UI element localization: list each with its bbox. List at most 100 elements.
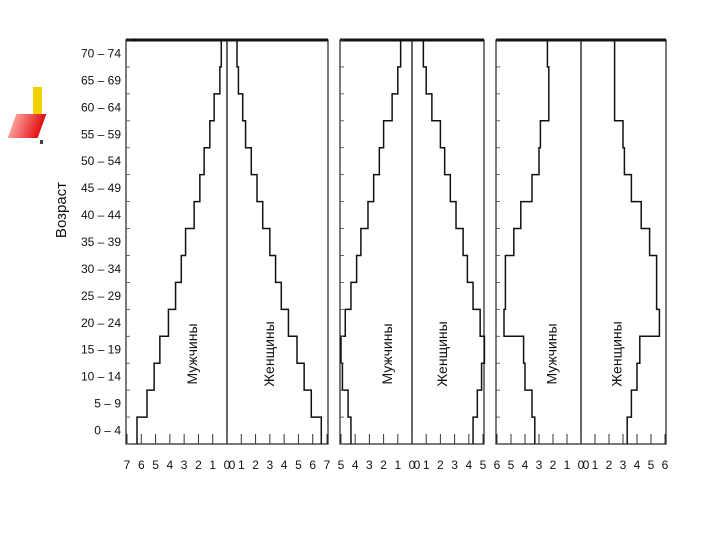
bar-male bbox=[368, 202, 412, 229]
x-tick-label: 2 bbox=[437, 458, 444, 472]
bar-female bbox=[581, 67, 615, 94]
bar-female bbox=[412, 40, 423, 67]
bar-female bbox=[581, 282, 657, 309]
bar-female bbox=[412, 390, 477, 417]
bar-female bbox=[227, 255, 276, 282]
bar-male bbox=[532, 390, 581, 417]
x-tick-label: 5 bbox=[152, 458, 159, 472]
bar-female bbox=[227, 121, 246, 148]
x-tick-label: 0 bbox=[224, 458, 231, 472]
bar-male bbox=[505, 282, 581, 309]
series-outline-female bbox=[613, 40, 661, 444]
x-tick-label: 2 bbox=[195, 458, 202, 472]
x-tick-label: 3 bbox=[536, 458, 543, 472]
bar-male bbox=[348, 390, 412, 417]
age-group-label: 35 – 39 bbox=[81, 235, 121, 249]
x-tick-label: 2 bbox=[606, 458, 613, 472]
bar-male bbox=[200, 175, 227, 202]
bar-female bbox=[581, 94, 615, 121]
bar-male bbox=[532, 175, 581, 202]
bar-male bbox=[210, 121, 227, 148]
bar-male bbox=[176, 282, 227, 309]
age-group-label: 5 – 9 bbox=[94, 397, 121, 411]
x-tick-label: 4 bbox=[352, 458, 359, 472]
bar-male bbox=[392, 94, 412, 121]
bar-male bbox=[540, 121, 581, 148]
x-tick-label: 0 bbox=[414, 458, 421, 472]
age-group-label: 0 – 4 bbox=[94, 424, 121, 438]
bar-female bbox=[227, 67, 238, 94]
x-tick-label: 3 bbox=[451, 458, 458, 472]
bar-male bbox=[547, 40, 581, 67]
x-tick-label: 7 bbox=[124, 458, 131, 472]
series-label-male: Мужчины bbox=[379, 323, 395, 384]
x-tick-label: 2 bbox=[252, 458, 259, 472]
bar-male bbox=[147, 390, 227, 417]
x-tick-label: 4 bbox=[167, 458, 174, 472]
bar-female bbox=[227, 282, 281, 309]
age-group-label: 10 – 14 bbox=[81, 370, 121, 384]
bar-male bbox=[186, 229, 227, 256]
series-label-female: Женщины bbox=[434, 321, 450, 386]
bar-male bbox=[535, 417, 581, 444]
age-group-label: 55 – 59 bbox=[81, 127, 121, 141]
x-tick-label: 2 bbox=[550, 458, 557, 472]
age-group-label: 45 – 49 bbox=[81, 181, 121, 195]
bar-female bbox=[581, 390, 631, 417]
x-tick-label: 4 bbox=[465, 458, 472, 472]
bar-female bbox=[581, 148, 624, 175]
x-tick-label: 5 bbox=[338, 458, 345, 472]
x-tick-label: 5 bbox=[480, 458, 487, 472]
bar-female bbox=[581, 229, 650, 256]
x-tick-label: 2 bbox=[380, 458, 387, 472]
x-tick-label: 3 bbox=[620, 458, 627, 472]
x-tick-label: 3 bbox=[366, 458, 373, 472]
age-group-label: 20 – 24 bbox=[81, 316, 121, 330]
bar-male bbox=[505, 255, 581, 282]
x-tick-label: 6 bbox=[309, 458, 316, 472]
bar-male bbox=[204, 148, 227, 175]
bar-female bbox=[227, 309, 288, 336]
series-outline-male bbox=[503, 40, 550, 444]
x-tick-label: 4 bbox=[634, 458, 641, 472]
series-outline-male bbox=[340, 40, 402, 444]
bar-female bbox=[581, 202, 641, 229]
x-tick-label: 0 bbox=[583, 458, 590, 472]
age-group-label: 60 – 64 bbox=[81, 100, 121, 114]
x-tick-label: 1 bbox=[592, 458, 599, 472]
bar-female bbox=[412, 121, 440, 148]
y-axis-title: Возраст bbox=[53, 182, 70, 238]
bar-female bbox=[227, 202, 263, 229]
bar-male bbox=[220, 67, 227, 94]
x-tick-label: 3 bbox=[181, 458, 188, 472]
bar-female bbox=[412, 94, 432, 121]
bar-female bbox=[412, 202, 456, 229]
x-tick-label: 0 bbox=[578, 458, 585, 472]
bar-male bbox=[181, 255, 227, 282]
x-tick-label: 4 bbox=[281, 458, 288, 472]
age-labels: 0 – 4 5 – 9 10 – 14 15 – 19 20 – 24 25 – 29 30… bbox=[81, 46, 121, 437]
bar-male bbox=[194, 202, 227, 229]
bar-male bbox=[351, 417, 412, 444]
x-tick-label: 6 bbox=[662, 458, 669, 472]
bar-male bbox=[549, 94, 581, 121]
bar-male bbox=[221, 40, 227, 67]
bar-male bbox=[137, 417, 227, 444]
bar-male bbox=[341, 336, 412, 363]
bar-female bbox=[412, 282, 473, 309]
bar-male bbox=[214, 94, 227, 121]
x-tick-label: 5 bbox=[648, 458, 655, 472]
series-outline-female bbox=[422, 40, 486, 444]
bar-female bbox=[412, 148, 445, 175]
x-tick-label: 1 bbox=[238, 458, 245, 472]
bar-male bbox=[351, 282, 412, 309]
age-group-label: 65 – 69 bbox=[81, 73, 121, 87]
series-label-female: Женщины bbox=[261, 321, 277, 386]
bar-female bbox=[581, 121, 623, 148]
bar-female bbox=[412, 175, 450, 202]
age-group-label: 50 – 54 bbox=[81, 154, 121, 168]
